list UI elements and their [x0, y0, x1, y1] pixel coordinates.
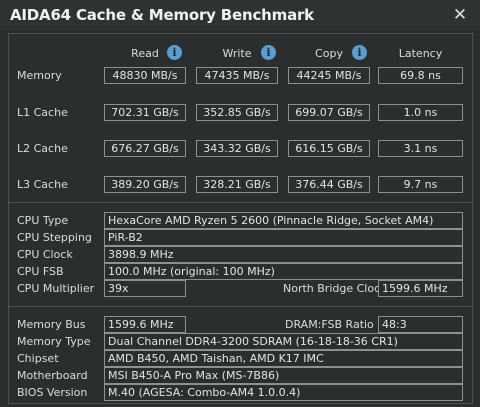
- read-column-header: Read: [131, 47, 159, 60]
- cpu-multiplier-value: 39x: [104, 280, 186, 297]
- motherboard-label: Motherboard: [17, 369, 88, 382]
- window-title: AIDA64 Cache & Memory Benchmark: [10, 6, 314, 24]
- l2-latency-value: 3.1 ns: [378, 140, 463, 157]
- l3-latency-value: 9.7 ns: [378, 176, 463, 193]
- read-info-icon[interactable]: i: [167, 45, 182, 60]
- chipset-value: AMD B450, AMD Taishan, AMD K17 IMC: [104, 350, 463, 367]
- dram-fsb-ratio-label: DRAM:FSB Ratio: [285, 318, 374, 331]
- cpu-stepping-value: PiR-B2: [104, 229, 463, 246]
- cpu-stepping-label: CPU Stepping: [17, 231, 92, 244]
- write-info-icon[interactable]: i: [261, 45, 276, 60]
- cpu-clock-value: 3898.9 MHz: [104, 246, 463, 263]
- memory-latency-value: 69.8 ns: [378, 67, 463, 84]
- memory-type-label: Memory Type: [17, 335, 91, 348]
- close-icon[interactable]: ✕: [452, 5, 468, 25]
- copy-column-header: Copy: [315, 47, 343, 60]
- dram-fsb-ratio-value: 48:3: [378, 316, 463, 333]
- l1-copy-value: 699.07 GB/s: [288, 104, 370, 121]
- row-label-l2-cache: L2 Cache: [17, 142, 68, 155]
- memory-read-value: 48830 MB/s: [104, 67, 186, 84]
- separator: [9, 202, 472, 203]
- north-bridge-clock-label: North Bridge Clock: [283, 282, 387, 295]
- l2-copy-value: 616.15 GB/s: [288, 140, 370, 157]
- memory-bus-value: 1599.6 MHz: [104, 316, 186, 333]
- l3-copy-value: 376.44 GB/s: [288, 176, 370, 193]
- bios-version-label: BIOS Version: [17, 386, 88, 399]
- bios-version-value: M.40 (AGESA: Combo-AM4 1.0.0.4): [104, 384, 463, 401]
- north-bridge-clock-value: 1599.6 MHz: [378, 280, 463, 297]
- cpu-multiplier-label: CPU Multiplier: [17, 282, 95, 295]
- cpu-type-value: HexaCore AMD Ryzen 5 2600 (Pinnacle Ridg…: [104, 212, 463, 229]
- row-label-memory: Memory: [17, 69, 62, 82]
- memory-bus-label: Memory Bus: [17, 318, 86, 331]
- latency-column-header: Latency: [398, 47, 443, 60]
- write-column-header: Write: [222, 47, 252, 60]
- l1-read-value: 702.31 GB/s: [104, 104, 186, 121]
- cpu-type-label: CPU Type: [17, 214, 69, 227]
- l3-read-value: 389.20 GB/s: [104, 176, 186, 193]
- memory-copy-value: 44245 MB/s: [288, 67, 370, 84]
- cpu-fsb-label: CPU FSB: [17, 265, 64, 278]
- row-label-l3-cache: L3 Cache: [17, 178, 68, 191]
- memory-type-value: Dual Channel DDR4-3200 SDRAM (16-18-18-3…: [104, 333, 463, 350]
- l2-write-value: 343.32 GB/s: [196, 140, 278, 157]
- cpu-clock-label: CPU Clock: [17, 248, 73, 261]
- cpu-fsb-value: 100.0 MHz (original: 100 MHz): [104, 263, 463, 280]
- chipset-label: Chipset: [17, 352, 59, 365]
- title-bar: AIDA64 Cache & Memory Benchmark ✕: [0, 0, 480, 30]
- l1-write-value: 352.85 GB/s: [196, 104, 278, 121]
- separator: [9, 306, 472, 307]
- copy-info-icon[interactable]: i: [352, 45, 367, 60]
- motherboard-value: MSI B450-A Pro Max (MS-7B86): [104, 367, 463, 384]
- row-label-l1-cache: L1 Cache: [17, 106, 68, 119]
- memory-write-value: 47435 MB/s: [196, 67, 278, 84]
- l3-write-value: 328.21 GB/s: [196, 176, 278, 193]
- benchmark-panel: [8, 33, 473, 404]
- l1-latency-value: 1.0 ns: [378, 104, 463, 121]
- l2-read-value: 676.27 GB/s: [104, 140, 186, 157]
